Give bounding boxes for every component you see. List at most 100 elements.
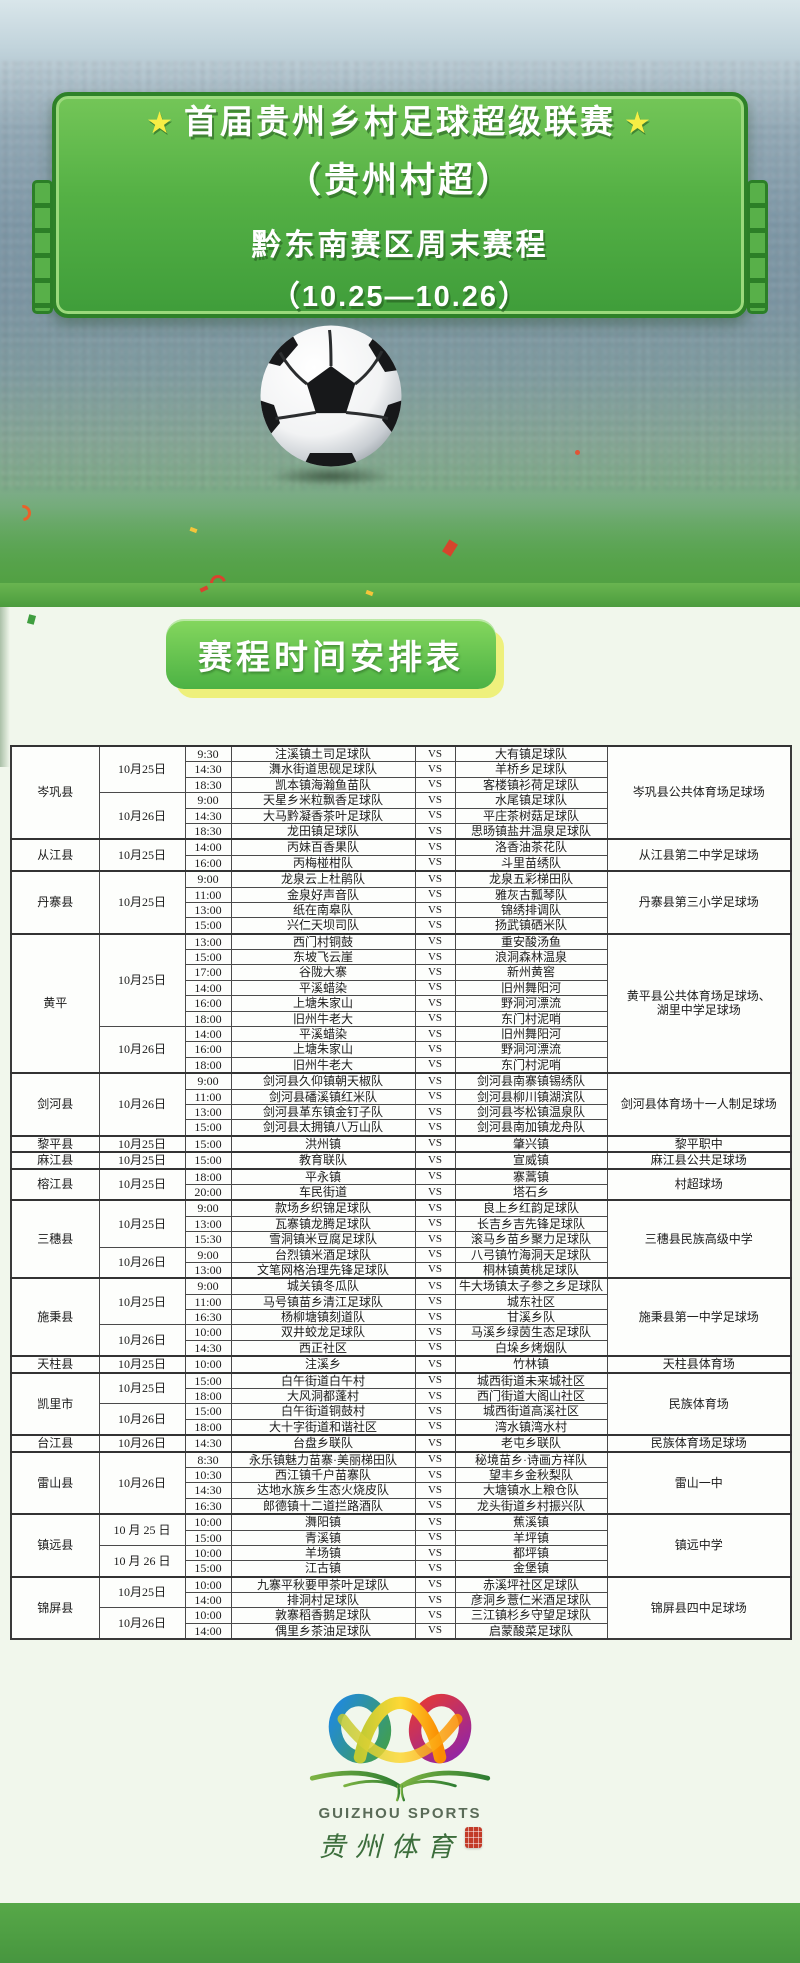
- section-title-pill: 赛程时间安排表: [166, 619, 496, 689]
- vs-cell: VS: [414, 838, 456, 856]
- time-cell: 14:30: [184, 761, 232, 778]
- venue-cell: 三穗县民族高级中学: [606, 1199, 792, 1279]
- home-team-cell: 平溪蜡染: [230, 1026, 416, 1043]
- time-cell: 16:00: [184, 995, 232, 1012]
- time-cell: 15:00: [184, 1403, 232, 1420]
- away-team-cell: 剑河县岑松镇温泉队: [454, 1103, 608, 1121]
- home-team-cell: 白午街道铜鼓村: [230, 1403, 416, 1420]
- date-cell: 10月25日: [98, 1134, 186, 1153]
- away-team-cell: 良上乡红韵足球队: [454, 1199, 608, 1217]
- confetti-icon: [199, 585, 209, 593]
- home-team-cell: 平永镇: [230, 1167, 416, 1185]
- match-row: 10月26日 10:00 敦寨稻香鹅足球队 VS 三江镇杉乡守望足球队: [11, 1607, 791, 1640]
- logo-text-zh-row: 贵州体育: [0, 1825, 800, 1864]
- guizhou-sports-logo-icon: [309, 1693, 491, 1802]
- county-cell: 黄平: [10, 932, 100, 1074]
- vs-cell: VS: [414, 745, 456, 763]
- home-team-cell: 㵲阳镇: [230, 1513, 416, 1531]
- match-row: 雷山县 10月26日 8:30 永乐镇魅力苗寨·美丽梯田队 VS 秘境苗乡·诗画方祥队 雷山…: [10, 1450, 792, 1515]
- away-team-cell: 水尾镇足球队: [454, 792, 608, 809]
- away-team-cell: 龙头街道乡村振兴队: [454, 1497, 608, 1515]
- match-row: 10月26日 14:00 平溪蜡染 VS 旧州舞阳河: [11, 1026, 791, 1074]
- away-team-cell: 城西街道未来城社区: [454, 1371, 608, 1390]
- time-cell: 17:00: [184, 964, 232, 981]
- home-team-cell: 达地水族乡生态火烧皮队: [230, 1482, 416, 1499]
- county-cell: 丹寨县: [10, 870, 100, 935]
- home-team-cell: 注溪镇土司足球队: [230, 745, 416, 763]
- poster-title: 首届贵州乡村足球超级联赛: [184, 103, 616, 140]
- time-cell: 13:00: [184, 1215, 232, 1233]
- match-row: 镇远县 10 月 25 日 10:00 㵲阳镇 VS 蕉溪镇 镇远中学: [10, 1513, 792, 1578]
- date-cell: 10月25日: [98, 1575, 186, 1609]
- time-cell: 15:00: [184, 917, 232, 935]
- time-cell: 15:30: [184, 1231, 232, 1248]
- time-cell: 15:00: [184, 1151, 232, 1170]
- match-row: 14:30 大马黔凝香茶叶足球队 VS 平庄茶树菇足球队: [11, 807, 791, 824]
- vs-cell: VS: [414, 1309, 456, 1326]
- home-team-cell: 白午街道白午村: [230, 1371, 416, 1390]
- poster-date-range: （10.25—10.26）: [270, 281, 530, 313]
- time-cell: 15:00: [184, 1529, 232, 1546]
- section-title: 赛程时间安排表: [198, 638, 464, 677]
- time-cell: 10:00: [184, 1355, 232, 1374]
- home-team-cell: 龙泉云上杜鹃队: [230, 870, 416, 888]
- vs-cell: VS: [414, 1513, 456, 1531]
- county-cell: 麻江县: [10, 1151, 100, 1170]
- vs-cell: VS: [414, 1183, 456, 1201]
- vs-cell: VS: [414, 917, 456, 935]
- home-team-cell: 平溪蜡染: [230, 979, 416, 997]
- confetti-icon: [26, 614, 37, 625]
- time-cell: 15:00: [184, 949, 232, 966]
- county-cell: 黎平县: [10, 1134, 100, 1153]
- home-team-cell: 款场乡织锦足球队: [230, 1199, 416, 1217]
- match-row: 15:30 雪洞镇米豆腐足球队 VS 滚马乡苗乡聚力足球队: [11, 1231, 791, 1248]
- soccer-ball-icon: [260, 325, 402, 467]
- date-cell: 10月26日: [98, 1450, 186, 1515]
- star-icon: ★: [146, 107, 176, 140]
- time-cell: 15:00: [184, 1560, 232, 1578]
- home-team-cell: 龙田镇足球队: [230, 822, 416, 840]
- home-team-cell: 丙梅椪柑队: [230, 854, 416, 872]
- time-cell: 13:00: [184, 1261, 232, 1279]
- home-team-cell: 剑河县久仰镇朝天椒队: [230, 1072, 416, 1090]
- venue-cell: 天柱县体育场: [606, 1355, 792, 1374]
- date-cell: 10月26日: [98, 1246, 186, 1279]
- home-team-cell: 文笔网格治理先锋足球队: [230, 1261, 416, 1279]
- time-cell: 14:00: [184, 1592, 232, 1609]
- away-team-cell: 洛香油茶花队: [454, 838, 608, 856]
- match-row: 13:00 纸在南皋队 VS 锦绣排调队: [11, 901, 791, 919]
- venue-cell: 民族体育场: [606, 1371, 792, 1436]
- home-team-cell: 金泉好声音队: [230, 886, 416, 903]
- match-row: 黄平 10月25日 13:00 西门村铜鼓 VS 重安酸汤鱼 黄平县公共体育场足球场、 湖里…: [10, 932, 792, 1074]
- home-team-cell: 偶里乡茶油足球队: [230, 1622, 416, 1640]
- away-team-cell: 龙泉五彩梯田队: [454, 870, 608, 888]
- vs-cell: VS: [414, 1339, 456, 1357]
- vs-cell: VS: [414, 1466, 456, 1484]
- star-icon: ★: [624, 107, 654, 140]
- county-cell: 锦屏县: [10, 1575, 100, 1640]
- match-row: 17:00 谷陇大寨 VS 新州黄窖: [11, 964, 791, 981]
- home-team-cell: 雪洞镇米豆腐足球队: [230, 1231, 416, 1248]
- vs-cell: VS: [414, 1010, 456, 1028]
- match-row: 11:00 金泉好声音队 VS 雅灰古瓢琴队: [11, 886, 791, 903]
- time-cell: 13:00: [184, 901, 232, 919]
- banner-left-bracket: [32, 180, 53, 314]
- vs-cell: VS: [414, 1199, 456, 1217]
- home-team-cell: 瓦寨镇龙腾足球队: [230, 1215, 416, 1233]
- away-team-cell: 城西街道高溪社区: [454, 1403, 608, 1420]
- match-row: 11:00 马号镇苗乡清江足球队 VS 城东社区: [11, 1293, 791, 1311]
- match-row: 13:00 瓦寨镇龙腾足球队 VS 长吉乡吉先锋足球队: [11, 1215, 791, 1233]
- county-cell: 剑河县: [10, 1072, 100, 1137]
- match-row: 岑巩县 10月25日 9:30 注溪镇土司足球队 VS 大有镇足球队 岑巩县公共体育场足球场: [10, 744, 792, 840]
- home-team-cell: 天星乡米粒飘香足球队: [230, 792, 416, 809]
- match-row: 剑河县 10月26日 9:00 剑河县久仰镇朝天椒队 VS 剑河县南寨镇锡绣队 剑河县体育场…: [10, 1072, 792, 1137]
- match-row: 13:00 文笔网格治理先锋足球队 VS 桐林镇黄桃足球队: [11, 1261, 791, 1279]
- county-cell: 榕江县: [10, 1167, 100, 1201]
- home-team-cell: 排洞村足球队: [230, 1592, 416, 1609]
- vs-cell: VS: [414, 1403, 456, 1420]
- match-row: 10月26日 15:00 白午街道铜鼓村 VS 城西街道高溪社区: [11, 1403, 791, 1436]
- away-team-cell: 雅灰古瓢琴队: [454, 886, 608, 903]
- time-cell: 9:00: [184, 792, 232, 809]
- home-team-cell: 江古镇: [230, 1560, 416, 1578]
- away-team-cell: 新州黄窖: [454, 964, 608, 981]
